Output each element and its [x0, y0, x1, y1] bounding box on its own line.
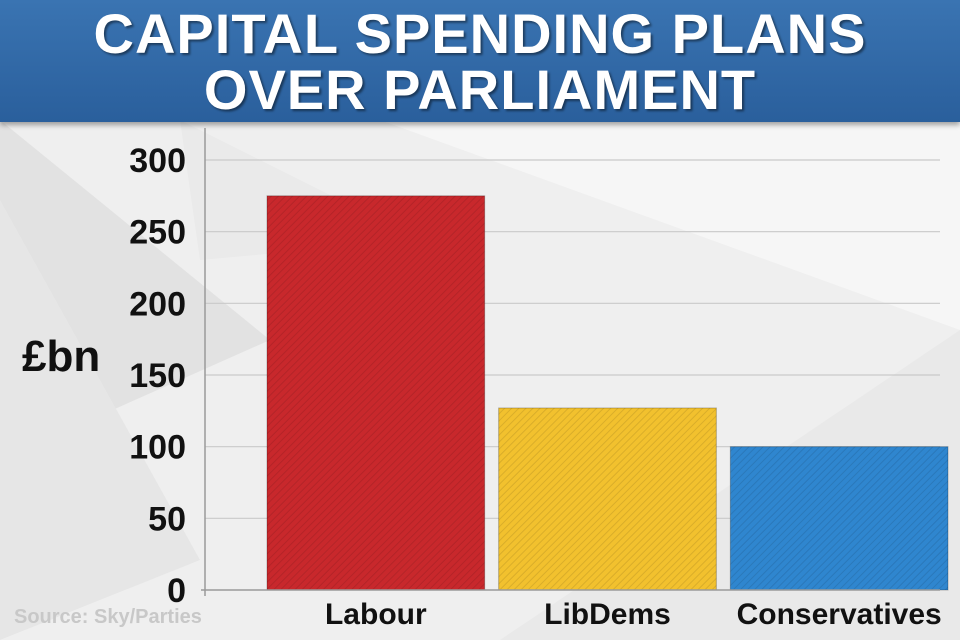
y-tick-label: 150	[129, 357, 186, 395]
bar-texture	[730, 446, 948, 590]
y-tick-label: 0	[167, 572, 186, 610]
x-tick-label: LibDems	[544, 598, 671, 631]
chart-title-line-2: OVER PARLIAMENT	[203, 58, 757, 121]
source-note: Source: Sky/Parties	[14, 606, 202, 628]
y-tick-label: 200	[129, 285, 186, 323]
x-tick-label: Conservatives	[737, 598, 942, 631]
chart-title-line-1: CAPITAL SPENDING PLANS	[93, 2, 867, 65]
y-tick-label: 300	[129, 142, 186, 180]
y-tick-label: 250	[129, 214, 186, 252]
x-tick-label: Labour	[325, 598, 427, 631]
title-banner: CAPITAL SPENDING PLANS OVER PARLIAMENT	[0, 0, 960, 122]
y-tick-label: 50	[148, 500, 186, 538]
bar-texture	[498, 407, 717, 590]
y-tick-label: 100	[129, 429, 186, 467]
y-axis-label: £bn	[22, 332, 101, 381]
bar-texture	[267, 195, 485, 591]
